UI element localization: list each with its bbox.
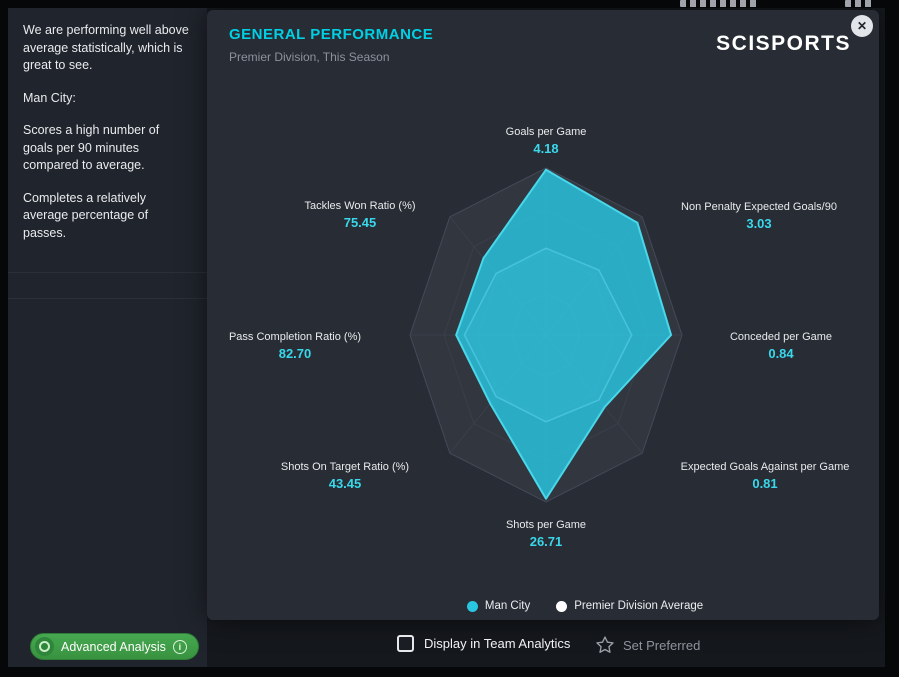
axis-value: 43.45 — [328, 476, 362, 491]
axis-name: Shots On Target Ratio (%) — [280, 461, 410, 473]
legend-label: Premier Division Average — [574, 600, 704, 612]
axis-value: 82.70 — [278, 346, 312, 361]
advanced-analysis-button[interactable]: Advanced Analysis i — [30, 633, 199, 660]
legend-label: Man City — [484, 600, 531, 612]
star-icon — [596, 636, 614, 653]
cropped-background-text — [680, 0, 760, 7]
axis-label: Shots On Target Ratio (%) 43.45 — [281, 461, 409, 491]
panel-title: GENERAL PERFORMANCE — [229, 26, 434, 43]
axis-value: 75.45 — [343, 215, 377, 230]
axis-value: 0.81 — [752, 476, 778, 491]
scisports-logo: SCISPORTS — [716, 32, 851, 55]
axis-name: Non Penalty Expected Goals/90 — [681, 201, 837, 213]
axis-label: Conceded per Game 0.84 — [730, 331, 832, 361]
cropped-background-text — [845, 0, 875, 7]
radar-chart-svg — [409, 167, 683, 503]
panel-header: GENERAL PERFORMANCE Premier Division, Th… — [207, 10, 879, 64]
close-button[interactable]: ✕ — [851, 15, 873, 37]
advanced-analysis-label: Advanced Analysis — [61, 639, 166, 654]
team-analytics-option[interactable]: Display in Team Analytics — [397, 635, 570, 652]
panel-subtitle: Premier Division, This Season — [229, 50, 390, 64]
analysis-point-passes: Completes a relatively average percentag… — [23, 190, 149, 240]
axis-label: Non Penalty Expected Goals/90 3.03 — [681, 201, 837, 231]
general-performance-panel: GENERAL PERFORMANCE Premier Division, Th… — [207, 10, 879, 620]
axis-label: Shots per Game 26.71 — [506, 519, 586, 549]
set-preferred-label: Set Preferred — [623, 637, 701, 653]
set-preferred-option[interactable]: Set Preferred — [595, 635, 700, 655]
axis-label: Goals per Game 4.18 — [506, 126, 587, 156]
axis-value: 4.18 — [533, 141, 559, 156]
legend-dot — [556, 600, 568, 612]
axis-value: 26.71 — [529, 534, 563, 549]
analysis-team-name: Man City: — [23, 90, 76, 105]
analysis-point-goals: Scores a high number of goals per 90 min… — [23, 123, 160, 172]
axis-name: Conceded per Game — [729, 331, 833, 343]
team-analytics-label: Display in Team Analytics — [424, 636, 571, 651]
radar-chart: Goals per Game 4.18 Non Penalty Expected G… — [207, 10, 879, 620]
axis-name: Goals per Game — [505, 126, 587, 138]
axis-value: 0.84 — [768, 346, 794, 361]
axis-name: Shots per Game — [505, 519, 587, 531]
axis-name: Pass Completion Ratio (%) — [228, 331, 362, 343]
app-background: We are performing well above average sta… — [8, 8, 885, 667]
axis-label: Tackles Won Ratio (%) 75.45 — [304, 200, 415, 230]
sidebar-divider — [8, 298, 207, 299]
axis-name: Tackles Won Ratio (%) — [304, 200, 416, 212]
team-analytics-checkbox[interactable] — [397, 635, 414, 652]
chart-legend: Man City Premier Division Average — [249, 600, 885, 612]
legend-item-0: Man City — [466, 600, 531, 612]
axis-label: Pass Completion Ratio (%) 82.70 — [229, 331, 361, 361]
legend-dot — [466, 600, 478, 612]
analysis-sidebar: We are performing well above average sta… — [8, 8, 207, 667]
series-mancity-polygon — [455, 168, 673, 500]
axis-value: 3.03 — [746, 216, 772, 231]
footer-bar: Advanced Analysis i Display in Team Anal… — [8, 625, 885, 667]
legend-item-1: Premier Division Average — [556, 600, 703, 612]
advanced-analysis-icon — [35, 637, 54, 656]
axis-label: Expected Goals Against per Game 0.81 — [681, 461, 850, 491]
analysis-summary-text: We are performing well above average sta… — [23, 23, 189, 72]
sidebar-divider — [8, 272, 207, 273]
axis-name: Expected Goals Against per Game — [680, 461, 850, 473]
info-icon: i — [172, 639, 187, 654]
